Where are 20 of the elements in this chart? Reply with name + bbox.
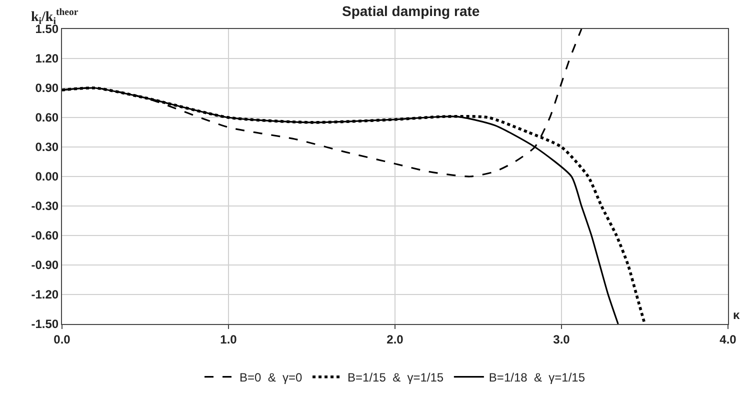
- x-tick-label: 2.0: [386, 332, 404, 346]
- y-tick-label: -0.30: [31, 199, 59, 214]
- y-tick-label: 0.60: [35, 110, 59, 125]
- y-tick-label: 0.30: [35, 140, 59, 154]
- x-tick-label: 0.0: [54, 332, 71, 346]
- legend-label: B=0 & γ=0: [240, 370, 303, 385]
- legend-label: B=1/15 & γ=1/15: [348, 370, 444, 385]
- x-tick-label: 1.0: [220, 332, 238, 346]
- y-tick-label: -1.20: [31, 288, 59, 302]
- y-tick-label: -1.50: [31, 317, 59, 332]
- legend-label: B=1/18 & γ=1/15: [488, 370, 586, 385]
- y-tick-label: -0.60: [31, 228, 59, 243]
- y-tick-label: 0.90: [35, 81, 59, 96]
- chart-title: Spatial damping rate: [342, 2, 480, 19]
- y-tick-label: -0.90: [31, 258, 59, 272]
- x-tick-label: 4.0: [720, 332, 737, 346]
- y-tick-label: 1.20: [35, 52, 59, 66]
- x-axis-title: κ: [733, 308, 740, 322]
- x-tick-label: 3.0: [553, 332, 570, 346]
- y-tick-label: 0.00: [35, 170, 59, 184]
